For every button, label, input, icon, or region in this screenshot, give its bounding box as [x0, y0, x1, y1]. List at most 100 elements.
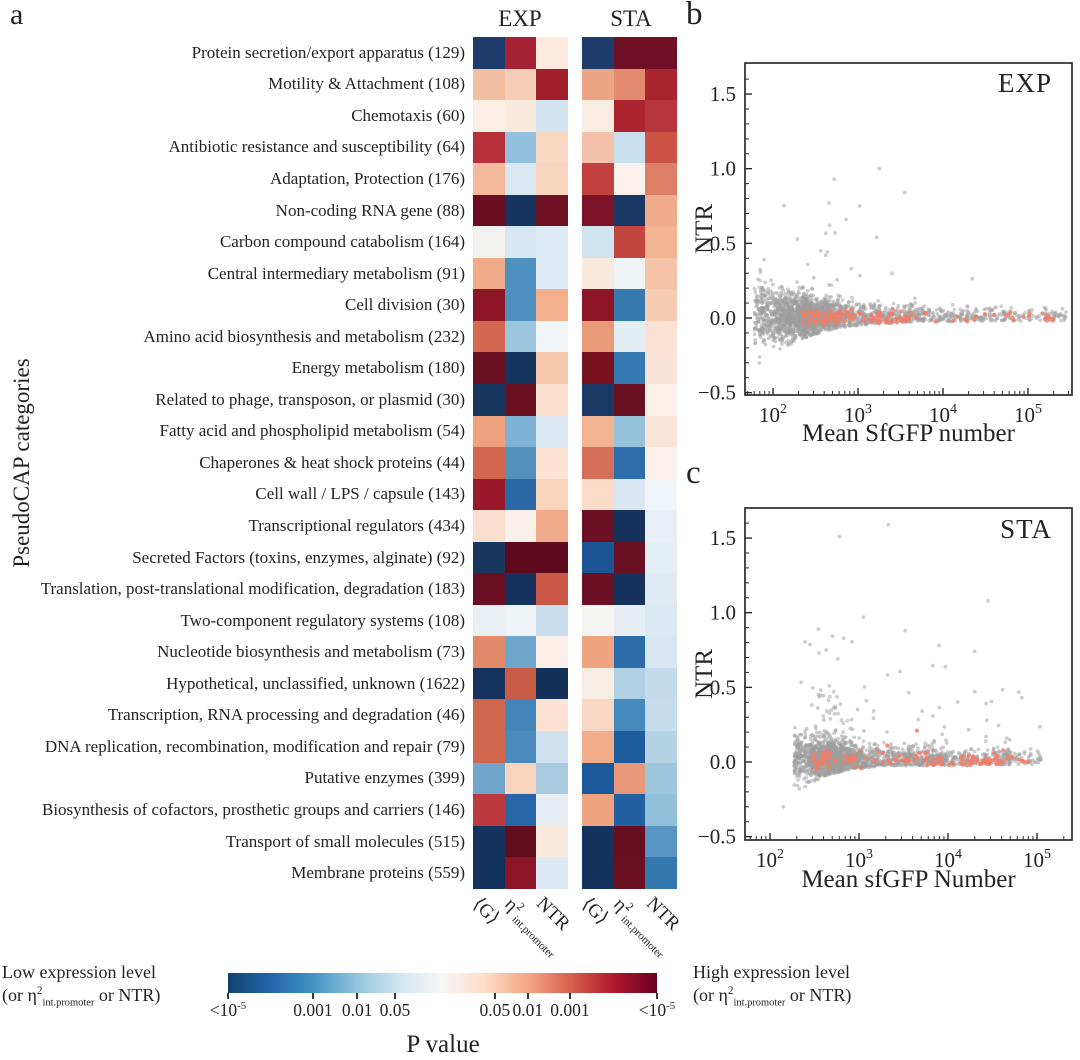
- heatmap-cell-sta: [645, 37, 678, 69]
- heatmap-grid-exp: [473, 37, 569, 889]
- heatmap-cell-exp: [473, 794, 505, 826]
- panel-letter-b: b: [686, 0, 703, 32]
- heatmap-cell-exp: [504, 731, 537, 763]
- heatmap-group-header-sta: STA: [610, 6, 652, 31]
- heatmap-row-label: Putative enzymes (399): [304, 768, 465, 788]
- heatmap-cell-sta: [613, 541, 646, 574]
- heatmap-cell-sta: [613, 131, 646, 164]
- heatmap-cell-exp: [536, 604, 569, 637]
- heatmap-cell-sta: [613, 447, 646, 479]
- heatmap-cell-sta: [613, 384, 646, 416]
- heatmap-cell-exp: [504, 257, 537, 290]
- colorbar-low-label-line1: Low expression level: [2, 962, 156, 982]
- heatmap-cell-exp: [536, 131, 569, 164]
- scatter-y-tick-label: 1.0: [710, 601, 736, 625]
- heatmap-row-label: Two-component regulatory systems (108): [180, 610, 465, 630]
- heatmap-row-label: Membrane proteins (559): [291, 863, 465, 883]
- heatmap-cell-sta: [582, 857, 614, 889]
- heatmap-cell-exp: [504, 194, 537, 227]
- heatmap-cell-exp: [504, 447, 537, 479]
- heatmap-cell-exp: [473, 289, 505, 321]
- heatmap-row-label: Cell wall / LPS / capsule (143): [255, 484, 465, 504]
- heatmap-cell-exp: [536, 289, 569, 321]
- colorbar-tick-label: 0.01: [341, 1000, 373, 1020]
- heatmap-cell-sta: [582, 573, 614, 605]
- colorbar-tick-label: <10-5: [638, 1000, 676, 1020]
- heatmap-cell-exp: [504, 289, 537, 321]
- scatter-exp-title: EXP: [997, 68, 1052, 98]
- heatmap-cell-sta: [582, 320, 614, 353]
- scatter-y-tick-label: −0.5: [698, 825, 736, 849]
- scatter-x-tick-label: 102: [756, 847, 784, 872]
- heatmap-cell-exp: [473, 100, 505, 132]
- heatmap-cell-exp: [536, 226, 569, 258]
- heatmap-cell-exp: [504, 573, 537, 605]
- colorbar-tick-mark: [656, 993, 658, 999]
- heatmap-cell-exp: [504, 384, 537, 416]
- heatmap-cell-exp: [536, 478, 569, 511]
- heatmap-cell-exp: [536, 100, 569, 132]
- heatmap-cell-exp: [473, 37, 505, 69]
- heatmap-cell-sta: [645, 352, 678, 385]
- heatmap-cell-sta: [645, 731, 678, 763]
- heatmap-cell-sta: [645, 857, 678, 889]
- heatmap-row-label: Motility & Attachment (108): [268, 74, 465, 94]
- heatmap-cell-exp: [536, 415, 569, 448]
- heatmap-row-label: Central intermediary metabolism (91): [207, 263, 465, 283]
- heatmap-row-label: Protein secretion/export apparatus (129): [191, 42, 465, 62]
- colorbar-low-label-line2: (or η2int.promoter or NTR): [2, 985, 161, 1009]
- heatmap-row-labels: Protein secretion/export apparatus (129)…: [0, 37, 465, 889]
- heatmap-cell-exp: [504, 68, 537, 101]
- heatmap-row-label: Nucleotide biosynthesis and metabolism (…: [157, 642, 465, 662]
- heatmap-cell-exp: [536, 163, 569, 195]
- colorbar-tick-label: 0.05: [479, 1000, 511, 1020]
- heatmap-cell-sta: [582, 163, 614, 195]
- scatter-sta-x-axis-label: Mean sfGFP Number: [801, 866, 1016, 893]
- heatmap-cell-sta: [645, 667, 678, 700]
- heatmap-cell-exp: [536, 636, 569, 668]
- heatmap-cell-exp: [473, 762, 505, 795]
- heatmap-cell-sta: [613, 478, 646, 511]
- colorbar-tick-mark: [356, 993, 359, 999]
- colorbar-tick-label: 0.001: [550, 1000, 590, 1020]
- heatmap-cell-sta: [613, 415, 646, 448]
- heatmap-cell-exp: [504, 762, 537, 795]
- heatmap-cell-exp: [504, 163, 537, 195]
- heatmap-row-label: Adaptation, Protection (176): [270, 168, 465, 188]
- heatmap-cell-sta: [645, 384, 678, 416]
- heatmap-cell-sta: [645, 604, 678, 637]
- heatmap-cell-exp: [473, 226, 505, 258]
- colorbar-tick-label: 0.001: [293, 1000, 333, 1020]
- heatmap-cell-sta: [582, 794, 614, 826]
- heatmap-cell-sta: [613, 352, 646, 385]
- heatmap-cell-sta: [645, 194, 678, 227]
- heatmap-cell-sta: [645, 699, 678, 732]
- heatmap-cell-sta: [582, 478, 614, 511]
- heatmap-row-label: Antibiotic resistance and susceptibility…: [168, 137, 466, 157]
- heatmap-cell-exp: [473, 636, 505, 668]
- heatmap-cell-sta: [645, 447, 678, 479]
- heatmap-cell-exp: [536, 794, 569, 826]
- heatmap-cell-sta: [582, 352, 614, 385]
- heatmap-row-label: Transcriptional regulators (434): [248, 516, 465, 536]
- heatmap-cell-sta: [582, 762, 614, 795]
- scatter-x-tick-label: 102: [759, 402, 787, 427]
- heatmap-row-label: Energy metabolism (180): [291, 358, 465, 378]
- heatmap-cell-sta: [613, 794, 646, 826]
- scatter-y-tick-label: 0.0: [710, 306, 736, 330]
- heatmap-cell-exp: [504, 131, 537, 164]
- heatmap-cell-exp: [473, 352, 505, 385]
- heatmap-cell-sta: [582, 194, 614, 227]
- scatter-y-tick-label: 0.5: [710, 231, 736, 255]
- heatmap-row-label: Amino acid biosynthesis and metabolism (…: [143, 326, 465, 346]
- heatmap-cell-sta: [645, 131, 678, 164]
- heatmap-cell-exp: [473, 541, 505, 574]
- heatmap-row-label: Related to phage, transposon, or plasmid…: [155, 389, 465, 409]
- heatmap-cell-sta: [582, 37, 614, 69]
- heatmap-cell-sta: [613, 510, 646, 542]
- heatmap-cell-exp: [504, 857, 537, 889]
- heatmap-cell-exp: [536, 731, 569, 763]
- heatmap-cell-sta: [582, 604, 614, 637]
- heatmap-cell-sta: [582, 384, 614, 416]
